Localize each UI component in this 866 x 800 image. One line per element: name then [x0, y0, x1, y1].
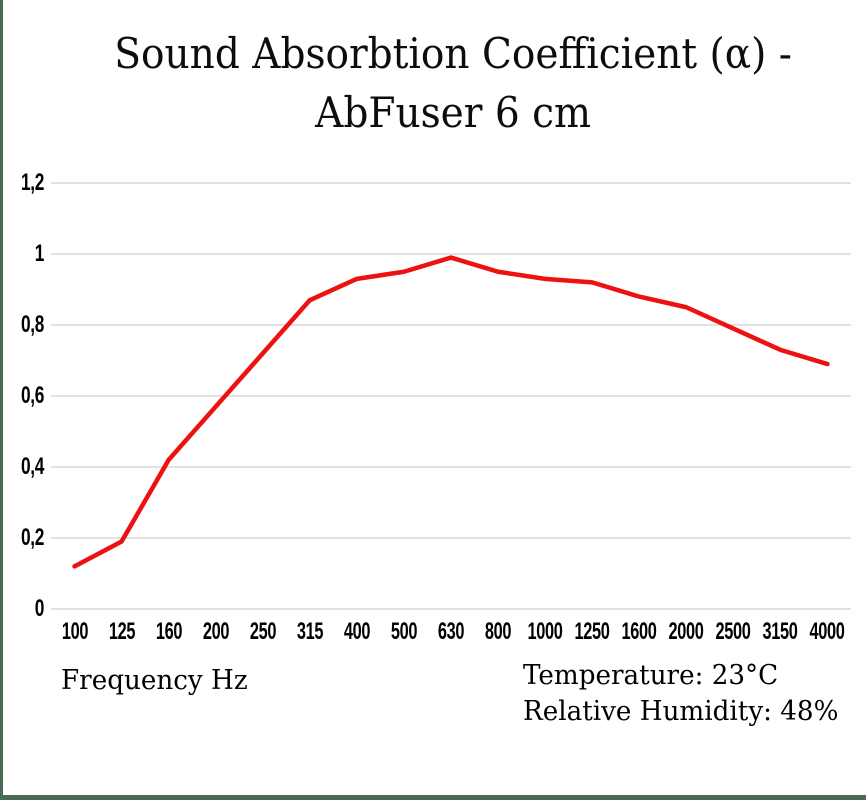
chart-title: Sound Absorbtion Coefficient (α) - AbFus…	[33, 24, 836, 142]
x-axis-tick-label: 500	[390, 618, 418, 645]
x-axis-tick-label: 2000	[668, 618, 704, 645]
x-axis-tick-label: 630	[437, 618, 465, 645]
x-axis-tick-label: 100	[61, 618, 88, 645]
x-axis-tick-label: 200	[202, 618, 230, 645]
conditions-note: Temperature: 23°C Relative Humidity: 48%	[523, 658, 838, 730]
chart-title-line-2: AbFuser 6 cm	[315, 88, 592, 137]
temperature-note: Temperature: 23°C	[523, 660, 779, 691]
x-axis-tick-label: 1250	[574, 618, 610, 645]
x-axis-tick-label: 1600	[621, 618, 657, 645]
x-axis-tick-label: 4000	[809, 618, 845, 645]
x-axis-tick-label: 2500	[715, 618, 751, 645]
y-axis-tick-label: 0,6	[21, 382, 44, 409]
x-axis-tick-label: 250	[249, 618, 277, 645]
x-axis-tick-label: 400	[343, 618, 371, 645]
x-axis-tick-label: 315	[296, 618, 324, 645]
x-axis-tick-label: 160	[155, 618, 183, 645]
humidity-note: Relative Humidity: 48%	[523, 696, 839, 727]
line-chart-plot-area	[51, 182, 851, 610]
x-axis-tick-label: 1000	[527, 618, 563, 645]
x-axis-tick-label: 800	[484, 618, 512, 645]
y-axis-tick-label: 0,8	[21, 311, 44, 338]
y-axis-tick-label: 0,4	[21, 453, 44, 480]
x-axis-title: Frequency Hz	[61, 665, 248, 696]
y-axis-tick-label: 0,2	[21, 524, 44, 551]
y-axis-tick-label: 0	[34, 595, 45, 622]
y-axis-tick-label: 1,2	[21, 169, 44, 196]
x-axis-tick-label: 125	[108, 618, 135, 645]
x-axis-tick-label: 3150	[762, 618, 798, 645]
y-axis-tick-label: 1	[34, 240, 45, 267]
chart-title-line-1: Sound Absorbtion Coefficient (α) -	[114, 29, 792, 78]
series-line	[72, 255, 830, 569]
